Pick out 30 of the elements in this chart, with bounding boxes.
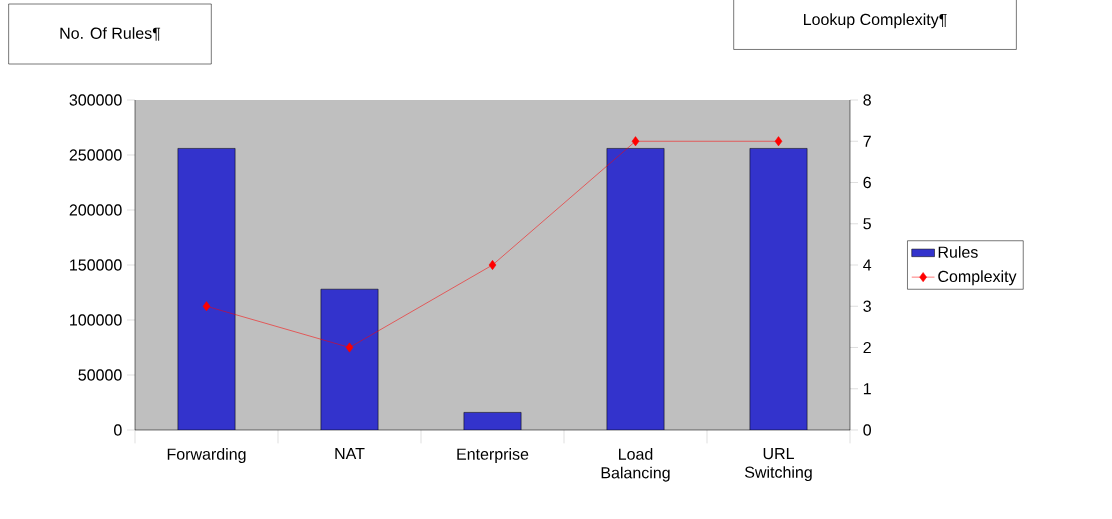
point bbox=[774, 136, 783, 147]
y2-tick-label: 8 bbox=[863, 94, 871, 106]
y-tick-label: 300000 bbox=[69, 94, 122, 106]
y2-tick-label: 3 bbox=[863, 300, 871, 312]
y2-tick-label: 4 bbox=[863, 259, 872, 271]
legend-label: Complexity bbox=[938, 270, 1017, 286]
point bbox=[488, 260, 497, 270]
x-tick-label: NAT bbox=[335, 448, 365, 460]
y-tick-label: 100000 bbox=[70, 314, 122, 326]
x-tick-label: Enterprise bbox=[457, 448, 529, 463]
point bbox=[345, 342, 354, 353]
legend-label: Rules bbox=[938, 246, 978, 258]
y2-axis-title: Lookup Complexity¶ bbox=[804, 13, 947, 29]
y-tick-label: 200000 bbox=[69, 204, 122, 216]
y2-tick-label: 5 bbox=[863, 218, 871, 230]
y2-tick-label: 1 bbox=[863, 383, 871, 395]
point bbox=[202, 301, 211, 312]
y-tick-label: 150000 bbox=[70, 259, 122, 271]
y2-tick-label: 7 bbox=[863, 135, 871, 147]
y-tick-label: 250000 bbox=[69, 149, 122, 161]
y2-tick-label: 6 bbox=[863, 176, 871, 189]
y-axis-title: No. Of Rules¶ bbox=[60, 27, 161, 41]
y2-tick-label: 2 bbox=[863, 341, 871, 354]
x-tick-label: Forwarding bbox=[167, 448, 246, 463]
point bbox=[631, 136, 640, 147]
x-tick-label: URL Switching bbox=[745, 448, 812, 482]
x-tick-label: Load Balancing bbox=[601, 448, 670, 482]
y-tick-label: 0 bbox=[114, 424, 122, 436]
y-tick-label: 50000 bbox=[78, 369, 122, 381]
y2-tick-label: 0 bbox=[863, 424, 871, 436]
